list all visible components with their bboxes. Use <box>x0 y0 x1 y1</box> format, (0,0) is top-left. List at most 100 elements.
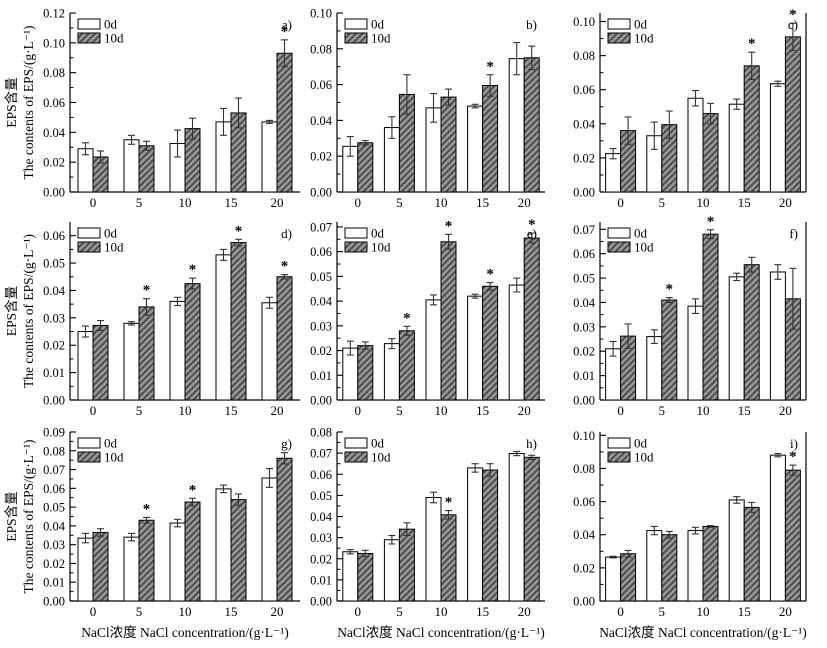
y-axis-title-cn: EPS含量 <box>4 77 19 127</box>
x-tick-label: 5 <box>396 403 403 418</box>
significance-star: * <box>143 501 151 517</box>
bar-0d <box>769 454 786 602</box>
legend-label-0d: 0d <box>104 436 118 451</box>
y-tick-label: 0.00 <box>573 186 595 200</box>
legend-label-10d: 10d <box>371 31 391 46</box>
bar-10d <box>743 65 760 193</box>
y-tick-label: 0.00 <box>310 595 332 609</box>
legend-label-0d: 0d <box>634 226 648 241</box>
y-tick-label: 0.04 <box>310 295 333 309</box>
y-tick-label: 0.06 <box>310 78 332 92</box>
bar-0d <box>261 477 278 602</box>
y-tick-label: 0.05 <box>310 489 332 503</box>
x-tick-label: 15 <box>225 604 238 619</box>
bar-10d <box>702 113 719 193</box>
y-tick-label: 0.08 <box>310 42 332 56</box>
significance-star: * <box>748 36 756 52</box>
significance-star: * <box>403 310 411 326</box>
bar-10d <box>440 514 457 602</box>
bar-0d <box>215 254 232 401</box>
x-tick-label: 20 <box>518 604 531 619</box>
x-tick-label: 0 <box>617 195 624 210</box>
legend-swatch-0d <box>344 437 368 449</box>
bar-0d <box>467 105 484 193</box>
bar-0d <box>425 299 442 401</box>
y-tick-label: 0.06 <box>310 468 332 482</box>
significance-star: * <box>143 283 151 299</box>
panel-e: 0.00 0.01 0.02 0.03 0.04 0.05 0.06 0.07 0 5 * 10 * 15… <box>310 217 545 418</box>
legend-swatch-10d <box>607 451 631 463</box>
significance-star: * <box>528 217 536 233</box>
legend-label-0d: 0d <box>634 17 648 32</box>
y-tick-label: 0.06 <box>43 482 65 496</box>
x-tick-label: 20 <box>518 195 531 210</box>
legend-label-10d: 10d <box>634 31 654 46</box>
y-tick-label: 0.09 <box>43 426 65 440</box>
legend-swatch-0d <box>77 18 101 30</box>
y-tick-label: 0.10 <box>573 15 595 29</box>
panel-letter: d) <box>281 226 292 241</box>
x-tick-label: 20 <box>271 604 284 619</box>
bar-0d <box>123 536 140 602</box>
significance-star: * <box>189 262 197 278</box>
x-tick-label: 5 <box>136 195 143 210</box>
panel-letter: e) <box>527 226 537 241</box>
bar-0d <box>123 139 140 193</box>
legend-swatch-0d <box>77 437 101 449</box>
x-tick-label: 10 <box>435 403 448 418</box>
y-tick-label: 0.06 <box>310 245 332 259</box>
legend-label-0d: 0d <box>104 17 118 32</box>
y-axis-title-en: The contents of EPS/(g·L⁻¹) <box>21 234 36 388</box>
legend-label-10d: 10d <box>371 240 391 255</box>
bar-10d <box>138 145 155 193</box>
y-tick-label: 0.04 <box>43 126 66 140</box>
x-tick-label: 15 <box>476 604 489 619</box>
y-tick-label: 0.04 <box>43 519 66 533</box>
significance-star: * <box>486 267 494 283</box>
legend-label-10d: 10d <box>634 450 654 465</box>
significance-star: * <box>281 24 289 40</box>
bar-0d <box>605 153 622 193</box>
y-tick-label: 0.02 <box>310 552 332 566</box>
bar-0d <box>342 551 359 602</box>
x-tick-label: 10 <box>179 403 192 418</box>
y-tick-label: 0.01 <box>310 573 332 587</box>
legend-swatch-0d <box>607 227 631 239</box>
y-tick-label: 0.07 <box>310 447 332 461</box>
x-tick-label: 20 <box>518 403 531 418</box>
legend-swatch-0d <box>344 18 368 30</box>
bar-10d <box>482 469 499 602</box>
bar-0d <box>261 302 278 401</box>
legend-label-10d: 10d <box>104 450 124 465</box>
x-axis-title: NaCl浓度 NaCl concentration/(g·L⁻¹) <box>599 625 807 640</box>
significance-star: * <box>445 495 453 511</box>
bar-10d <box>357 345 374 401</box>
bar-0d <box>383 343 400 401</box>
significance-star: * <box>235 223 243 239</box>
y-tick-label: 0.04 <box>573 296 596 310</box>
bar-0d <box>77 331 94 401</box>
legend-label-0d: 0d <box>634 436 648 451</box>
bar-10d <box>276 457 293 602</box>
bar-0d <box>769 83 786 193</box>
bar-0d <box>769 271 786 401</box>
bar-10d <box>743 506 760 602</box>
x-tick-label: 15 <box>476 403 489 418</box>
legend-swatch-10d <box>77 451 101 463</box>
bar-0d <box>169 300 186 401</box>
y-tick-label: 0.04 <box>310 510 333 524</box>
y-tick-label: 0.06 <box>43 229 65 243</box>
bar-10d <box>523 456 540 602</box>
panel-f: 0.00 0.01 0.02 0.03 0.04 0.05 0.06 0.07 0 5 * 10 * 15… <box>573 214 807 418</box>
bar-10d <box>523 57 540 193</box>
bar-10d <box>523 237 540 401</box>
bar-10d <box>398 330 415 401</box>
legend-swatch-10d <box>344 451 368 463</box>
y-tick-label: 0.06 <box>573 247 595 261</box>
bar-10d <box>398 528 415 602</box>
